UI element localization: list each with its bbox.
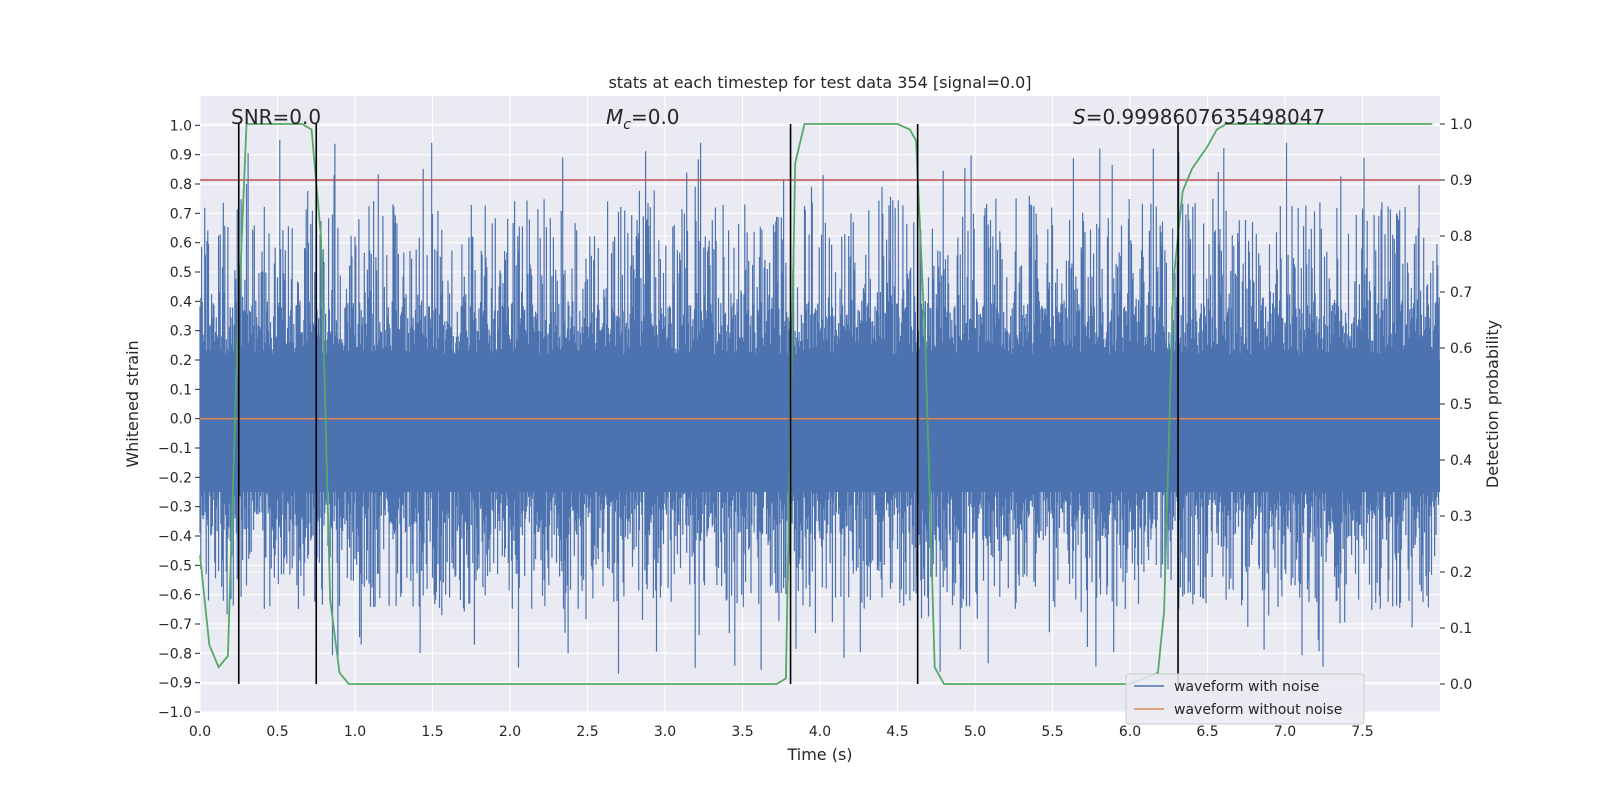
chirp-mass-symbol: M [606, 105, 623, 129]
x-axis-ticks: 0.0 0.5 1.0 1.5 2.0 2.5 3.0 3.5 4.0 4.5 5.0 5.5 6.0 6… [189, 724, 1374, 740]
score-value: =0.9998607635498047 [1086, 105, 1325, 129]
y-tick-label: 0.4 [170, 294, 192, 310]
chart-title: stats at each timestep for test data 354… [608, 73, 1031, 92]
y-tick-label: 0.6 [170, 236, 192, 252]
y2-tick-label: 0.4 [1450, 453, 1472, 469]
x-axis-label: Time (s) [786, 745, 852, 764]
x-tick-label: 2.5 [576, 724, 598, 740]
y-tick-label: 0.7 [170, 206, 192, 222]
legend-box [1125, 673, 1365, 725]
y2-tick-label: 0.5 [1450, 397, 1472, 413]
noisy-waveform-core [200, 360, 1440, 492]
y-tick-label: −0.7 [158, 617, 192, 633]
score-symbol: S [1073, 105, 1086, 129]
chirp-mass-annotation: Mc=0.0 [606, 105, 680, 133]
y2-axis-ticks: 1.0 0.9 0.8 0.7 0.6 0.5 0.4 0.3 0.2 0.1 0.0 [1440, 117, 1472, 693]
y-axis-ticks: 1.0 0.9 0.8 0.7 0.6 0.5 0.4 0.3 0.2 0.1 0.0 −0.1 −0.… [158, 118, 200, 721]
x-tick-label: 1.5 [421, 724, 443, 740]
x-tick-label: 4.0 [809, 724, 831, 740]
x-tick-label: 1.0 [344, 724, 366, 740]
x-tick-label: 3.0 [654, 724, 676, 740]
y-tick-label: −0.6 [158, 588, 192, 604]
y-tick-label: −0.1 [158, 441, 192, 457]
y-tick-label: −0.2 [158, 470, 192, 486]
legend: waveform with noise waveform without noi… [1125, 673, 1365, 725]
snr-annotation: SNR=0.0 [231, 105, 321, 129]
score-annotation: S=0.9998607635498047 [1073, 105, 1325, 129]
y-tick-label: −1.0 [158, 705, 192, 721]
y-tick-label: −0.5 [158, 558, 192, 574]
y2-axis-label: Detection probability [1483, 320, 1502, 488]
legend-label-noisy: waveform with noise [1174, 679, 1319, 695]
y2-tick-label: 0.3 [1450, 509, 1472, 525]
y2-tick-label: 0.7 [1450, 285, 1472, 301]
y2-tick-label: 0.1 [1450, 621, 1472, 637]
x-tick-label: 0.5 [266, 724, 288, 740]
y-tick-label: 0.1 [170, 382, 192, 398]
x-tick-label: 5.0 [964, 724, 986, 740]
x-tick-label: 5.5 [1041, 724, 1063, 740]
y-tick-label: −0.4 [158, 529, 192, 545]
y-tick-label: −0.3 [158, 500, 192, 516]
x-tick-label: 0.0 [189, 724, 211, 740]
x-tick-label: 2.0 [499, 724, 521, 740]
chirp-mass-subscript: c [623, 117, 631, 133]
y-tick-label: 1.0 [170, 118, 192, 134]
y-tick-label: 0.0 [170, 412, 192, 428]
x-tick-label: 6.0 [1119, 724, 1141, 740]
y2-tick-label: 0.9 [1450, 173, 1472, 189]
y2-tick-label: 1.0 [1450, 117, 1472, 133]
y-tick-label: −0.8 [158, 646, 192, 662]
legend-label-clean: waveform without noise [1174, 702, 1342, 718]
y-tick-label: −0.9 [158, 676, 192, 692]
x-tick-label: 3.5 [731, 724, 753, 740]
y-axis-label: Whitened strain [123, 340, 142, 467]
y-tick-label: 0.3 [170, 324, 192, 340]
waveform-with-noise-series [199, 139, 1440, 674]
x-tick-label: 6.5 [1196, 724, 1218, 740]
y2-tick-label: 0.0 [1450, 677, 1472, 693]
y-tick-label: 0.9 [170, 148, 192, 164]
y-tick-label: 0.5 [170, 265, 192, 281]
y2-tick-label: 0.2 [1450, 565, 1472, 581]
y-tick-label: 0.8 [170, 177, 192, 193]
x-tick-label: 7.5 [1351, 724, 1373, 740]
chirp-mass-value: =0.0 [631, 105, 680, 129]
y2-tick-label: 0.6 [1450, 341, 1472, 357]
x-tick-label: 4.5 [886, 724, 908, 740]
x-tick-label: 7.0 [1274, 724, 1296, 740]
detection-probability-series [199, 123, 1433, 685]
event-lines [237, 124, 1179, 684]
y-tick-label: 0.2 [170, 353, 192, 369]
y2-tick-label: 0.8 [1450, 229, 1472, 245]
probability-line [199, 123, 1433, 685]
